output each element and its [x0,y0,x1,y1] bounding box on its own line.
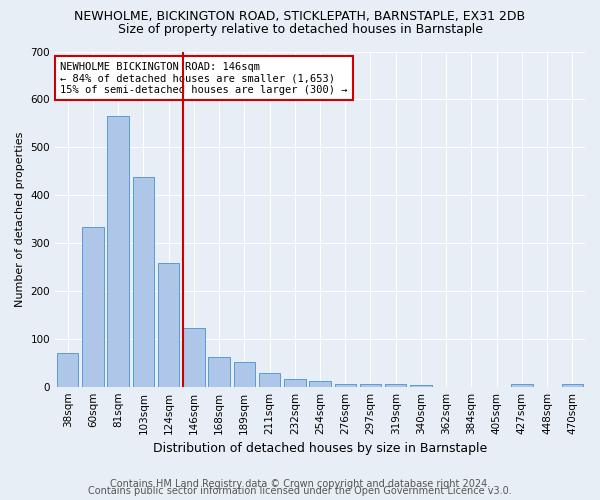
Bar [562,384,583,386]
Bar [360,384,381,386]
Bar [183,328,205,386]
Bar [335,384,356,386]
Bar [208,356,230,386]
Y-axis label: Number of detached properties: Number of detached properties [15,132,25,307]
Bar [259,374,280,386]
Bar [57,353,79,386]
Bar [511,384,533,386]
Text: Size of property relative to detached houses in Barnstaple: Size of property relative to detached ho… [118,22,482,36]
Bar [284,378,305,386]
Bar [309,381,331,386]
Bar [410,385,431,386]
Text: Contains HM Land Registry data © Crown copyright and database right 2024.: Contains HM Land Registry data © Crown c… [110,479,490,489]
X-axis label: Distribution of detached houses by size in Barnstaple: Distribution of detached houses by size … [153,442,487,455]
Text: NEWHOLME, BICKINGTON ROAD, STICKLEPATH, BARNSTAPLE, EX31 2DB: NEWHOLME, BICKINGTON ROAD, STICKLEPATH, … [74,10,526,23]
Bar [233,362,255,386]
Bar [385,384,406,386]
Bar [158,263,179,386]
Bar [107,116,129,386]
Bar [133,178,154,386]
Text: Contains public sector information licensed under the Open Government Licence v3: Contains public sector information licen… [88,486,512,496]
Text: NEWHOLME BICKINGTON ROAD: 146sqm
← 84% of detached houses are smaller (1,653)
15: NEWHOLME BICKINGTON ROAD: 146sqm ← 84% o… [61,62,348,95]
Bar [82,227,104,386]
